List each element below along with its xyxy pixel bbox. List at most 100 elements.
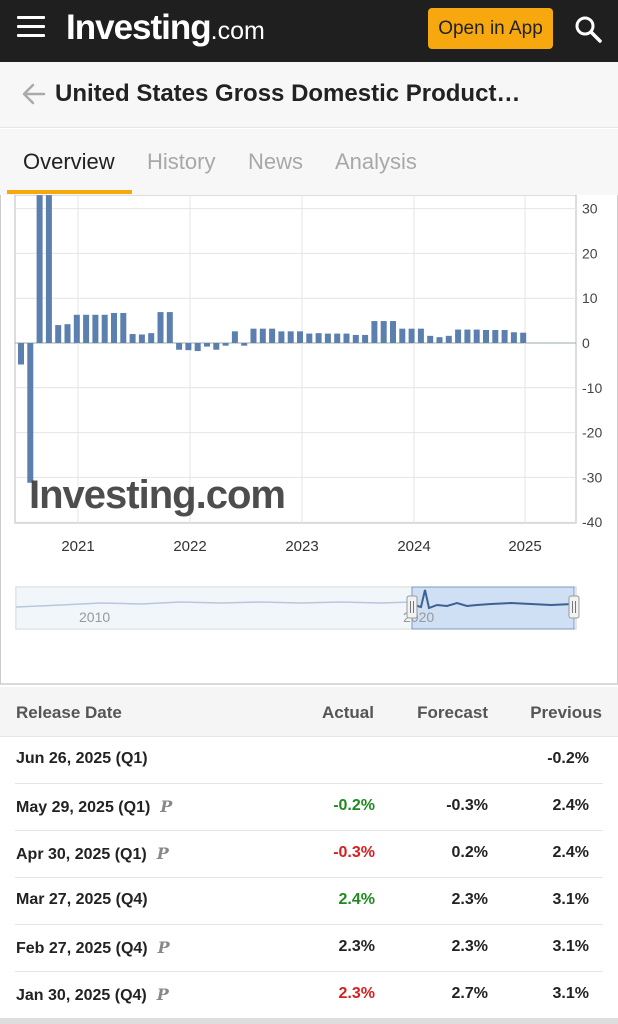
chart-bar [120,312,127,343]
release-date-text: May 29, 2025 (Q1) [16,799,151,816]
x-tick-label: 2024 [397,538,430,555]
forecast-cell: 2.3% [451,891,488,908]
investing-logo[interactable]: Investing.com [66,8,265,48]
open-in-app-button[interactable]: Open in App [428,8,553,49]
logo-suffix-text: .com [210,17,265,45]
x-tick-label: 2021 [61,538,94,555]
release-date-text: Jan 30, 2025 (Q4) [16,987,147,1004]
header-previous[interactable]: Previous [530,703,602,722]
chart-bar [36,195,43,343]
y-tick-label: -20 [582,425,602,441]
chart-bar [166,312,173,343]
chart-bar [231,331,238,343]
header-actual[interactable]: Actual [322,703,374,722]
chart-bar [297,331,303,343]
chart-bar [73,314,80,343]
active-tab-indicator [7,190,132,194]
chart-bar [371,321,378,343]
search-icon[interactable] [574,15,602,43]
chart-bar [176,343,183,350]
navigator-history-area [16,587,412,629]
forecast-cell: 2.3% [451,938,488,955]
x-tick-label: 2025 [508,538,541,555]
release-date-text: Apr 30, 2025 (Q1) [16,846,147,863]
chart-bar [269,328,276,343]
y-tick-label: 10 [582,290,598,306]
logo-main-text: Investing [66,8,212,47]
chart-bar [417,328,424,343]
chart-bar [306,333,313,343]
previous-cell: 3.1% [552,938,589,955]
navigator-selection [411,586,575,630]
release-date-text: Feb 27, 2025 (Q4) [16,940,148,957]
plot-area [14,195,577,524]
table-row[interactable]: Mar 27, 2025 (Q4) 2.4% 2.3% 3.1% [15,878,603,925]
forecast-cell: 2.7% [451,985,488,1002]
chart-bar [362,334,369,343]
x-tick-label: 2022 [173,538,206,555]
chart-bar [250,328,257,343]
chart-bar [92,314,99,343]
table-row[interactable]: Jun 26, 2025 (Q1) -0.2% [15,737,603,784]
chart-bar [83,314,90,343]
tab-overview[interactable]: Overview [23,149,115,174]
preliminary-icon: P [156,985,169,1004]
header-release-date[interactable]: Release Date [16,703,122,722]
previous-cell: 3.1% [552,891,589,908]
back-arrow-icon[interactable] [22,82,46,106]
previous-cell: 3.1% [552,985,589,1002]
y-tick-label: -10 [582,380,602,396]
table-row[interactable]: Jan 30, 2025 (Q4) P 2.3% 2.7% 3.1% [15,972,603,1019]
top-bar: Investing.com Open in App [0,0,618,62]
actual-cell: -0.3% [333,844,375,861]
chart-bar [194,343,201,352]
navigator-handle[interactable] [406,595,418,619]
chart-bar [473,329,480,343]
chart-bar [64,324,71,343]
table-row[interactable]: May 29, 2025 (Q1) P -0.2% -0.3% 2.4% [15,784,603,831]
preliminary-icon: P [156,844,169,863]
chart-bar [278,331,285,343]
title-bar: United States Gross Domestic Product… [0,62,618,128]
chart-bar [138,334,145,343]
chart-bar [222,343,229,346]
header-forecast[interactable]: Forecast [417,703,488,722]
chart-bar [343,333,350,343]
preliminary-icon: P [157,938,170,957]
chart-bar [259,328,266,343]
navigator-handle[interactable] [568,595,580,619]
release-date-text: Mar 27, 2025 (Q4) [16,891,148,908]
release-date-cell: Feb 27, 2025 (Q4) P [16,938,170,958]
y-tick-label: 20 [582,245,598,261]
y-tick-label: 0 [582,335,590,351]
release-table: Release Date Actual Forecast Previous Ju… [0,687,618,1019]
gdp-chart-panel: 30 20 10 0 -10 -20 -30 -40 2021 2022 2023 2024 2025 I… [0,195,618,685]
tab-news[interactable]: News [248,149,304,174]
chart-bar [148,333,155,343]
table-row[interactable]: Feb 27, 2025 (Q4) P 2.3% 2.3% 3.1% [15,925,603,972]
release-date-cell: Mar 27, 2025 (Q4) [16,891,148,909]
chart-bar [436,337,443,343]
page-title: United States Gross Domestic Product… [55,80,521,107]
actual-cell: 2.3% [338,985,375,1002]
y-tick-label: -40 [582,514,602,530]
navigator-line [413,589,574,610]
x-tick-label: 2023 [285,538,318,555]
chart-bar [520,332,527,343]
tab-history[interactable]: History [147,149,216,174]
chart-bar [101,314,108,343]
tab-bar: Overview History News Analysis [0,129,618,195]
y-tick-label: 30 [582,201,598,217]
table-row[interactable]: Apr 30, 2025 (Q1) P -0.3% 0.2% 2.4% [15,831,603,878]
y-tick-label: -30 [582,469,602,485]
chart-bar [399,328,406,343]
chart-bar [315,333,322,343]
tab-analysis[interactable]: Analysis [335,149,417,174]
chart-bar [464,329,471,343]
previous-cell: 2.4% [552,797,589,814]
chart-bar [204,343,210,347]
forecast-cell: 0.2% [451,844,488,861]
menu-icon[interactable] [17,16,45,38]
chart-bar [510,332,517,343]
